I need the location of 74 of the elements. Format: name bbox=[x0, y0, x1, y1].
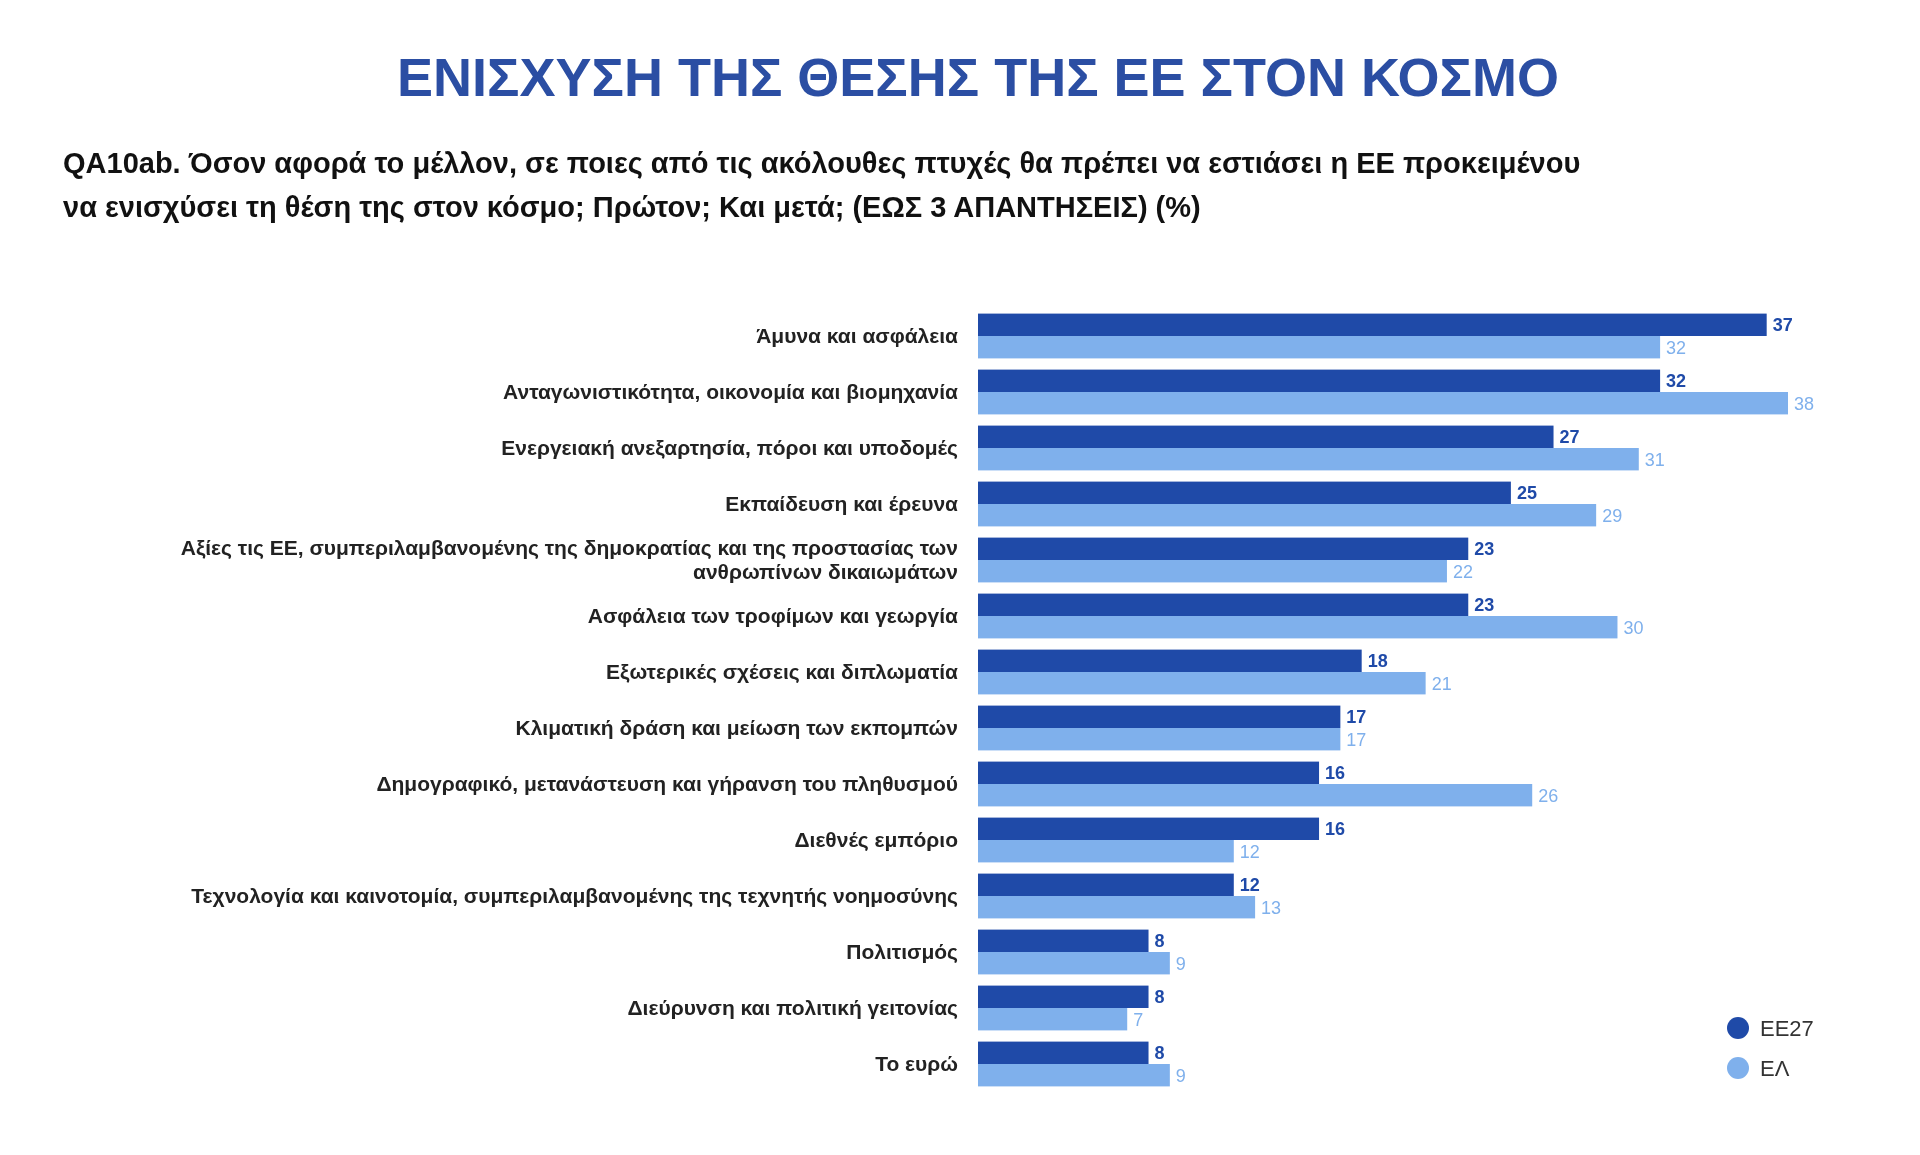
y-tick-label: Ανταγωνιστικότητα, οικονομία και βιομηχανία bbox=[503, 380, 959, 404]
data-label: 18 bbox=[1367, 651, 1388, 672]
y-tick-label: Άμυνα και ασφάλεια bbox=[756, 324, 959, 348]
y-tick-label: Ενεργειακή ανεξαρτησία, πόροι και υποδομές bbox=[501, 436, 959, 461]
bar bbox=[978, 369, 1661, 392]
bar bbox=[978, 705, 1341, 728]
bar bbox=[978, 560, 1447, 583]
data-label: 32 bbox=[1666, 371, 1687, 392]
data-label: 22 bbox=[1452, 561, 1473, 582]
y-tick-label: Διεύρυνση και πολιτική γειτονίας bbox=[627, 996, 959, 1021]
data-label: 16 bbox=[1325, 763, 1346, 784]
legend-label: ΕΛ bbox=[1760, 1055, 1790, 1081]
data-label: 23 bbox=[1474, 539, 1495, 560]
data-label: 7 bbox=[1133, 1009, 1144, 1030]
bar bbox=[978, 952, 1170, 975]
bar bbox=[978, 929, 1149, 952]
bar bbox=[978, 504, 1597, 527]
data-label: 9 bbox=[1175, 953, 1186, 974]
data-label: 29 bbox=[1602, 505, 1623, 526]
bar bbox=[978, 336, 1661, 359]
y-tick-label: Τεχνολογία και καινοτομία, συμπεριλαμβανομένης της τεχνητής νοημοσύνης bbox=[191, 884, 959, 909]
y-tick-label: Κλιματική δράση και μείωση των εκπομπών bbox=[515, 716, 958, 740]
data-label: 16 bbox=[1325, 819, 1346, 840]
chart-title: ΕΝΙΣΧΥΣΗ ΤΗΣ ΘΕΣΗΣ ΤΗΣ ΕΕ ΣΤΟΝ ΚΟΣΜΟ bbox=[397, 47, 1559, 107]
data-label: 38 bbox=[1794, 393, 1815, 414]
y-tick-label: Διεθνές εμπόριο bbox=[794, 828, 958, 853]
data-label: 8 bbox=[1154, 1043, 1165, 1064]
bar bbox=[978, 761, 1320, 784]
data-label: 25 bbox=[1516, 483, 1537, 504]
bar bbox=[978, 593, 1469, 616]
data-label: 37 bbox=[1772, 315, 1793, 336]
bar bbox=[978, 672, 1426, 695]
data-label: 12 bbox=[1239, 875, 1260, 896]
bar bbox=[978, 425, 1554, 448]
bar bbox=[978, 392, 1788, 415]
data-label: 23 bbox=[1474, 595, 1495, 616]
bar bbox=[978, 840, 1234, 863]
y-tick-label: Εκπαίδευση και έρευνα bbox=[725, 492, 959, 516]
bar bbox=[978, 1008, 1128, 1031]
bar bbox=[978, 313, 1767, 336]
data-label: 13 bbox=[1261, 897, 1282, 918]
legend-label: ΕΕ27 bbox=[1760, 1015, 1814, 1041]
data-label: 31 bbox=[1644, 449, 1665, 470]
data-label: 17 bbox=[1346, 729, 1367, 750]
y-tick-label: Πολιτισμός bbox=[846, 940, 959, 965]
y-tick-label: Ασφάλεια των τροφίμων και γεωργία bbox=[587, 604, 959, 628]
data-label: 30 bbox=[1623, 617, 1644, 638]
bar bbox=[978, 616, 1618, 639]
bar bbox=[978, 649, 1362, 672]
data-label: 8 bbox=[1154, 987, 1165, 1008]
bar bbox=[978, 1064, 1170, 1087]
bar bbox=[978, 537, 1469, 560]
bar bbox=[978, 481, 1511, 504]
bar bbox=[978, 873, 1234, 896]
y-tick-label: Εξωτερικές σχέσεις και διπλωματία bbox=[606, 660, 959, 685]
y-tick-label: Το ευρώ bbox=[875, 1052, 958, 1076]
data-label: 27 bbox=[1559, 427, 1580, 448]
data-label: 17 bbox=[1346, 707, 1367, 728]
data-label: 21 bbox=[1431, 673, 1452, 694]
data-label: 8 bbox=[1154, 931, 1165, 952]
bar bbox=[978, 784, 1533, 807]
bar bbox=[978, 728, 1341, 751]
data-label: 26 bbox=[1538, 785, 1559, 806]
data-label: 32 bbox=[1666, 337, 1687, 358]
bar bbox=[978, 985, 1149, 1008]
bar bbox=[978, 896, 1256, 919]
bar bbox=[978, 1041, 1149, 1064]
data-label: 9 bbox=[1175, 1065, 1186, 1086]
y-tick-label: Δημογραφικό, μετανάστευση και γήρανση του πληθυσμού bbox=[376, 772, 958, 796]
data-label: 12 bbox=[1239, 841, 1260, 862]
y-tick-label: Αξίες τις ΕΕ, συμπεριλαμβανομένης της δημοκρατίας και της προστασίας των ανθρωπίνων δικαιωμάτων bbox=[180, 536, 958, 584]
bar bbox=[978, 817, 1320, 840]
chart-subtitle: QA10ab. Όσον αφορά το μέλλον, σε ποιες από τις ακόλουθες πτυχές θα πρέπει να εστιάσει η ΕΕ προκειμένου να ενισχύσει τη θέση της στον κόσμο; Πρώτον; Και μετά; (ΕΩΣ 3 ΑΠΑΝΤΗΣΕΙΣ) (%) bbox=[63, 147, 1581, 223]
bar bbox=[978, 448, 1639, 471]
